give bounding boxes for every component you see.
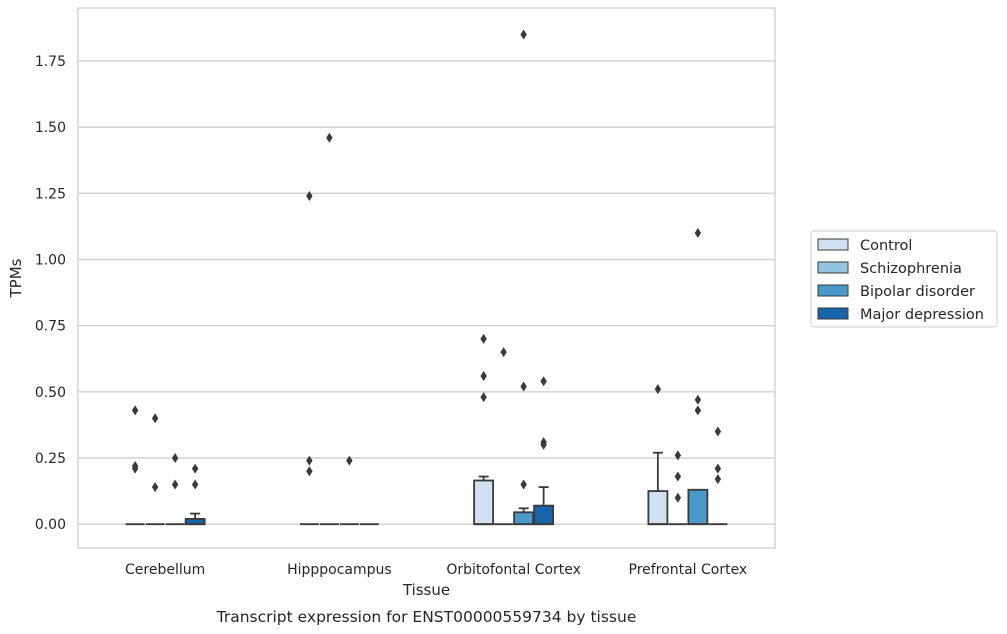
y-tick-label: 0.25	[35, 451, 66, 467]
box-group	[184, 463, 206, 526]
box	[473, 479, 495, 526]
outlier-point	[151, 482, 159, 493]
legend-swatch	[817, 238, 849, 251]
legend-swatch	[817, 261, 849, 274]
box-group	[668, 450, 688, 526]
y-axis-title: TPMs	[7, 258, 25, 298]
outlier-point	[500, 347, 507, 358]
outlier-point	[520, 479, 527, 490]
legend-swatch	[817, 284, 849, 297]
outlier-point	[171, 479, 179, 490]
outlier-point	[540, 376, 547, 387]
legend-swatch	[817, 307, 849, 320]
y-tick-label: 0.75	[35, 319, 66, 335]
grid-lines	[78, 60, 775, 525]
outlier-point	[654, 384, 662, 395]
outlier-point	[694, 228, 702, 238]
x-tick-label: Cerebellum	[125, 562, 205, 578]
chart-caption: Transcript expression for ENST0000055973…	[216, 608, 637, 626]
outlier-point	[306, 455, 313, 466]
legend-label: Control	[860, 238, 912, 254]
x-tick-labels: Cerebellum Hipppocampus Orbitofontal Corte…	[125, 562, 747, 578]
outlier-point	[326, 132, 333, 143]
y-tick-label: 0.00	[35, 517, 66, 533]
outlier-point	[674, 471, 682, 482]
y-tick-label: 1.00	[35, 252, 66, 268]
outlier-point	[694, 394, 702, 405]
outlier-point	[540, 439, 547, 450]
outlier-point	[674, 492, 682, 503]
outlier-point	[714, 474, 722, 485]
box	[647, 490, 669, 526]
box-group	[687, 228, 709, 526]
outlier-point	[674, 450, 682, 461]
legend-label: Major depression	[860, 307, 984, 323]
legend-label: Schizophrenia	[860, 261, 962, 277]
y-tick-label: 1.75	[35, 54, 66, 70]
x-axis-title: Tissue	[402, 581, 450, 599]
box-group	[513, 29, 535, 526]
box	[513, 511, 535, 526]
outlier-point	[131, 463, 139, 474]
outlier-point	[520, 381, 527, 392]
box-group	[533, 376, 555, 526]
legend-label: Bipolar disorder	[860, 284, 975, 300]
outlier-point	[694, 405, 702, 416]
box-group	[165, 453, 185, 526]
box	[533, 504, 555, 526]
box-group	[319, 132, 339, 526]
outlier-point	[151, 413, 159, 424]
outlier-point	[346, 455, 353, 466]
box-group	[473, 333, 495, 526]
outlier-point	[714, 463, 722, 474]
boxes-layer	[125, 29, 728, 526]
y-tick-label: 1.25	[35, 186, 66, 202]
outlier-point	[306, 466, 313, 477]
outlier-point	[480, 370, 487, 381]
box-group	[125, 405, 145, 526]
legend-frame	[810, 230, 998, 328]
outlier-point	[171, 453, 179, 463]
box-group	[494, 347, 514, 526]
x-tick-label: Orbitofontal Cortex	[446, 562, 581, 578]
box-group	[708, 426, 728, 526]
outlier-point	[714, 426, 722, 437]
x-tick-label: Prefrontal Cortex	[629, 562, 748, 578]
outlier-point	[306, 190, 313, 201]
outlier-point	[480, 392, 487, 403]
plot-frame	[77, 7, 776, 549]
legend: Control Schizophrenia Bipolar disorder Majo…	[810, 230, 998, 328]
y-tick-labels: 0.00 0.25 0.50 0.75 1.00 1.25 1.50 1.75	[35, 54, 66, 533]
outlier-point	[191, 463, 199, 474]
box-group	[299, 190, 319, 526]
outlier-point	[191, 479, 199, 490]
box-group	[145, 413, 165, 526]
outlier-point	[480, 333, 487, 344]
y-tick-label: 1.50	[35, 120, 66, 136]
box-group	[647, 384, 669, 526]
box-group	[339, 455, 359, 526]
outlier-point	[131, 405, 139, 416]
x-tick-label: Hipppocampus	[287, 562, 392, 578]
box	[687, 488, 709, 526]
outlier-point	[520, 29, 527, 40]
y-tick-label: 0.50	[35, 385, 66, 401]
